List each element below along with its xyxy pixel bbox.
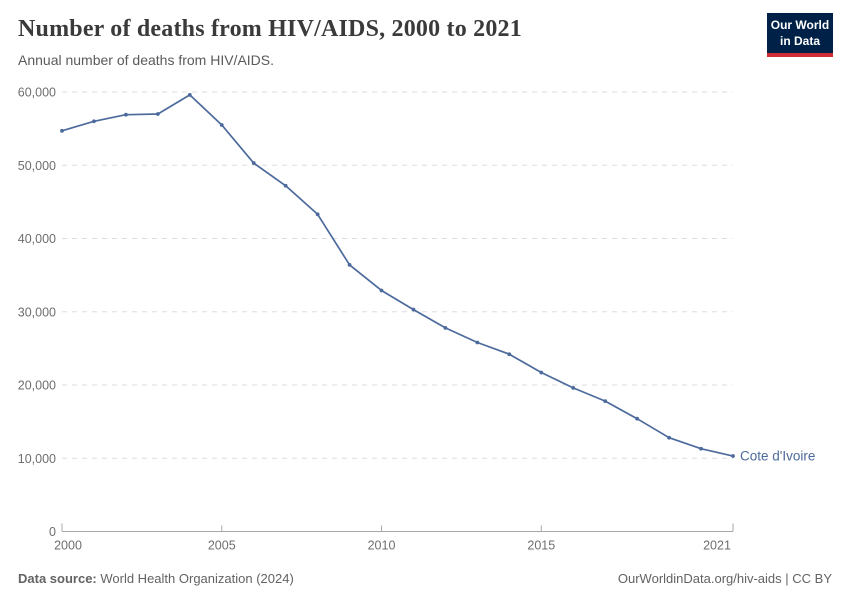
data-point-2017 [603,399,608,404]
data-point-2011 [411,307,416,312]
x-axis-tick-label: 2005 [208,539,236,553]
attribution-link[interactable]: OurWorldinData.org/hiv-aids | CC BY [617,571,832,586]
data-point-2004 [187,93,192,97]
data-point-2000 [60,128,64,133]
data-point-2021 [731,454,735,458]
y-axis-tick-label: 10,000 [18,452,56,466]
y-axis-tick-label: 20,000 [18,379,56,393]
data-point-2014 [507,352,512,357]
data-source-value: World Health Organization (2024) [96,571,294,586]
data-point-2009 [347,262,352,267]
data-point-2005 [219,123,224,127]
x-axis-tick-label: 2000 [54,539,82,553]
y-axis-tick-label: 40,000 [18,232,56,246]
y-axis-tick-label: 50,000 [18,159,56,173]
data-point-2019 [667,435,671,440]
owid-logo-line2: in Data [779,33,820,48]
chart-footer: Data source: World Health Organization (… [18,571,832,586]
data-source-note: Data source: World Health Organization (… [18,571,294,586]
data-point-2002 [124,112,128,117]
owid-logo[interactable]: Our World in Data [767,13,833,58]
y-axis-tick-label: 30,000 [18,305,56,319]
data-point-2020 [699,446,703,451]
data-point-2016 [571,386,576,390]
x-axis-tick-label: 2021 [703,539,731,553]
line-series-cote-divoire[interactable] [61,94,734,457]
data-point-2001 [92,119,96,124]
x-axis-tick-label: 2010 [368,539,396,553]
data-source-label: Data source: [18,571,97,586]
x-axis-tick-label: 2015 [527,539,555,553]
owid-logo-line1: Our World [770,18,830,32]
data-point-2013 [475,340,480,345]
data-point-2007 [283,183,288,188]
chart-subtitle: Annual number of deaths from HIV/AIDS. [18,52,275,68]
data-point-2012 [443,325,448,330]
data-point-2008 [315,212,320,217]
data-point-2010 [379,288,384,293]
page-title: Number of deaths from HIV/AIDS, 2000 to … [18,16,522,42]
data-point-2003 [155,112,160,116]
y-axis-tick-label: 60,000 [18,86,56,100]
data-point-2018 [635,416,640,421]
data-point-2015 [539,370,544,375]
data-point-2006 [251,161,256,165]
y-axis-tick-label: 0 [49,525,56,539]
series-label-cote-divoire[interactable]: Cote d'Ivoire [740,449,815,464]
